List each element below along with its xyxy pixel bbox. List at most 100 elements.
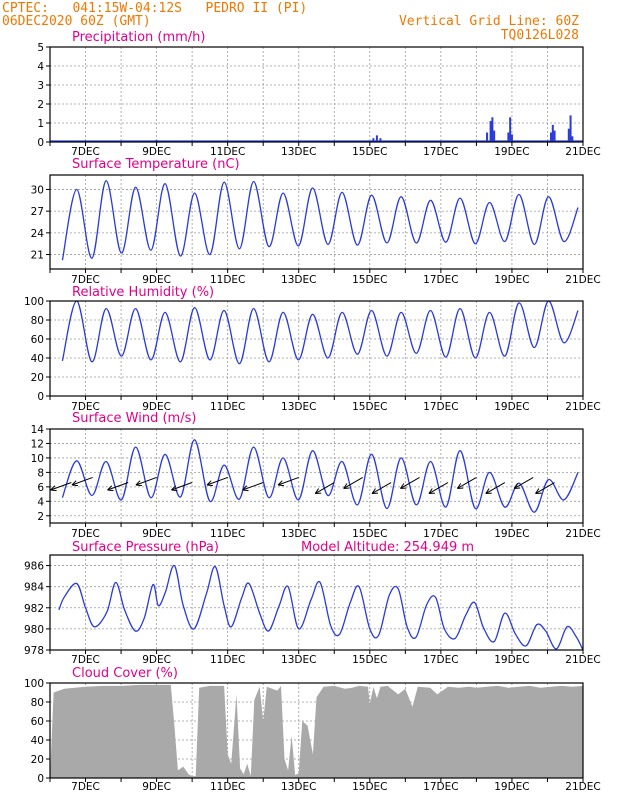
x-tick-label: 7DEC [71,528,100,540]
x-tick-label: 7DEC [71,274,100,286]
precip-bar [493,130,496,142]
panel-5: Surface Pressure (hPa) 978 980 982 984 986 7DE… [24,540,601,666]
y-tick-label: 60 [31,334,44,346]
wind-arrow-head [485,488,492,495]
x-tick-label: 19DEC [494,528,529,540]
y-tick-label: 984 [24,582,44,594]
precip-bar [509,117,512,142]
panel-1: Precipitation (mm/h) 0 1 2 3 4 5 7DEC 9DEC 11DEC 1… [37,30,600,158]
y-tick-label: 8 [37,467,44,479]
x-tick-label: 21DEC [565,401,600,413]
x-tick-label: 17DEC [423,146,458,158]
precip-bar [155,140,158,142]
wind-arrow [135,476,157,486]
wind-arrow-head [456,483,464,489]
series-line [58,564,583,650]
x-tick-label: 11DEC [210,401,245,413]
panel-title: Surface Temperature (nC) [72,157,240,172]
x-tick-label: 19DEC [494,781,529,793]
x-tick-label: 15DEC [352,528,387,540]
x-tick-label: 21DEC [565,528,600,540]
wind-arrow-head [428,488,435,495]
y-tick-label: 986 [24,561,44,573]
panel-title: Relative Humidity (%) [72,285,214,300]
header-date: 06DEC2020 60Z (GMT) [2,14,151,29]
wind-arrow [50,482,72,491]
wind-arrow-head [107,485,114,492]
panel-6: Cloud Cover (%) 0 20 40 60 80 100 7DEC 9DEC 11DEC… [24,666,601,793]
x-tick-label: 15DEC [352,274,387,286]
x-tick-label: 11DEC [210,274,245,286]
header-grid-line: Vertical Grid Line: 60Z [399,14,579,29]
x-tick-label: 9DEC [142,401,171,413]
x-tick-label: 7DEC [71,781,100,793]
precip-bar [510,134,513,142]
panel-frame [49,554,584,651]
plot-area [58,564,583,650]
wind-arrow [535,482,555,494]
plot-area [61,180,579,261]
y-tick-label: 0 [37,137,44,149]
wind-arrow [314,482,335,494]
y-tick-label: 5 [37,42,44,54]
y-tick-label: 2 [37,511,44,523]
y-tick-label: 27 [31,206,44,218]
panel-title: Cloud Cover (%) [72,666,178,681]
panel-title: Precipitation (mm/h) [72,30,205,45]
y-tick-label: 980 [24,624,44,636]
x-tick-label: 7DEC [71,401,100,413]
wind-arrow-head [71,480,78,487]
panel-title: Surface Wind (m/s) [72,411,196,426]
precip-bar [486,132,489,142]
x-tick-label: 21DEC [565,654,600,666]
x-tick-label: 21DEC [565,781,600,793]
x-tick-label: 17DEC [423,528,458,540]
precip-bar [379,138,382,142]
panel-4: Surface Wind (m/s) 2 4 6 8 10 12 14 7DEC 9DEC 11DE… [31,411,601,540]
y-tick-label: 6 [37,482,44,494]
x-tick-label: 11DEC [210,528,245,540]
x-tick-label: 19DEC [494,274,529,286]
precip-bar [567,128,570,142]
plot-area [50,684,583,778]
wind-arrow-head [535,488,542,495]
y-tick-label: 40 [31,735,44,747]
header-location: CPTEC: 041:15W-04:12S PEDRO II (PI) [2,1,307,16]
x-tick-label: 15DEC [352,781,387,793]
precip-bar [553,130,556,142]
x-tick-label: 13DEC [281,781,316,793]
y-tick-label: 20 [31,372,44,384]
y-tick-label: 978 [24,645,44,657]
panel-frame [49,428,584,524]
x-tick-label: 13DEC [281,401,316,413]
panel-title: Surface Pressure (hPa) [72,540,219,555]
x-tick-label: 21DEC [565,274,600,286]
wind-arrow [277,476,299,486]
plot-area [50,439,579,513]
wind-arrow-head [314,488,322,495]
precip-bar [551,124,554,142]
model-altitude: Model Altitude: 254.949 m [301,540,474,555]
x-tick-label: 19DEC [494,654,529,666]
plot-area [61,301,579,365]
panel-frame [49,300,584,397]
x-tick-label: 15DEC [352,654,387,666]
precip-bar [375,135,378,142]
x-tick-label: 9DEC [142,654,171,666]
wind-arrow-head [171,485,178,492]
y-tick-label: 0 [37,773,44,785]
precip-bar [491,117,494,142]
y-tick-label: 30 [31,184,44,196]
panel-frame [49,174,584,270]
wind-arrow [457,477,477,489]
precip-bar [569,115,572,142]
x-tick-label: 19DEC [494,146,529,158]
x-tick-label: 7DEC [71,654,100,666]
y-tick-label: 20 [31,754,44,766]
panel-3: Relative Humidity (%) 0 20 40 60 80 100 7DEC 9DE… [24,285,601,413]
wind-arrow [371,482,392,494]
x-tick-label: 9DEC [142,274,171,286]
series-line [61,301,579,365]
wind-arrow-head [50,485,57,492]
series-line [61,180,579,261]
